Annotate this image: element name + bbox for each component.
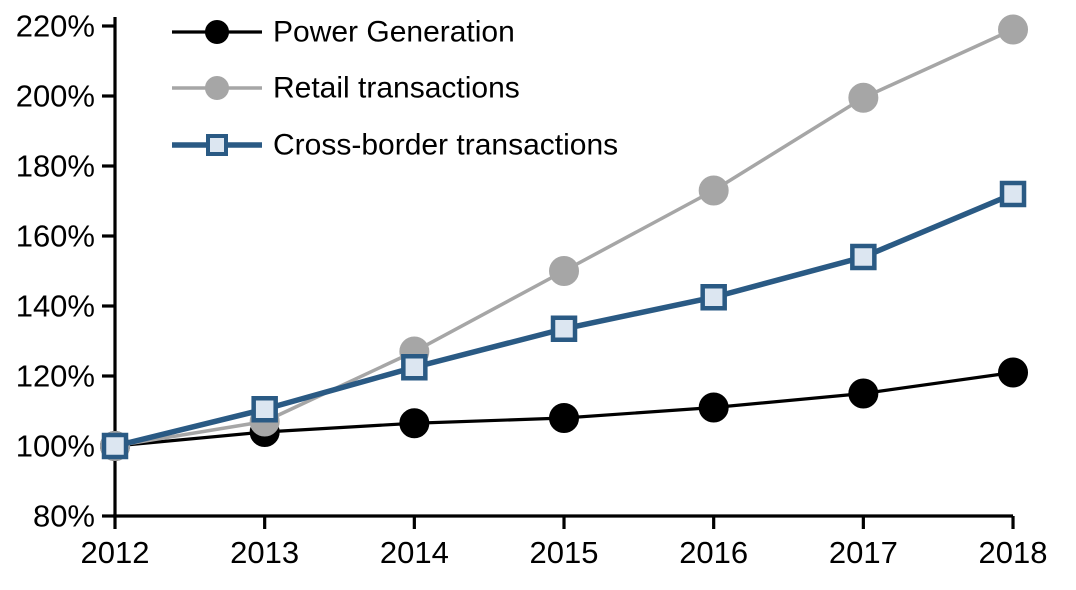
- series-line: [114, 27, 1014, 448]
- legend-item-power-generation: Power Generation: [172, 16, 515, 49]
- data-point: [399, 408, 430, 439]
- data-point: [549, 256, 580, 286]
- legend-circle-marker: [205, 20, 229, 44]
- x-tick-label: 2015: [530, 535, 599, 570]
- data-point: [698, 392, 729, 423]
- legend-item-label: Power Generation: [273, 16, 515, 49]
- legend: Power Generation Retail transactions Cro…: [172, 16, 618, 162]
- x-tick-label: 2012: [81, 535, 150, 570]
- y-tick-label: 180%: [16, 149, 95, 184]
- data-point: [550, 315, 578, 342]
- x-tick-label: 2018: [979, 535, 1048, 570]
- y-tick-label: 100%: [16, 429, 95, 464]
- y-tick-label: 220%: [16, 9, 95, 44]
- legend-item-retail-transactions: Retail transactions: [172, 72, 520, 105]
- data-point: [848, 82, 879, 113]
- data-point: [998, 14, 1029, 45]
- x-tick-label: 2014: [380, 535, 449, 570]
- data-point: [999, 180, 1027, 208]
- y-tick-label: 140%: [16, 289, 95, 324]
- x-tick-label: 2013: [230, 535, 299, 570]
- data-point: [251, 396, 278, 423]
- axes: 220% 200% 180% 160% 140% 120% 100% 80%2012 2013 2…: [16, 9, 1048, 571]
- series-layer: [100, 14, 1029, 461]
- y-tick-label: 80%: [33, 499, 95, 534]
- legend-square-marker: [206, 134, 228, 156]
- legend-item-cross-border-transactions: Cross-border transactions: [172, 129, 618, 162]
- x-tick-label: 2017: [829, 535, 898, 570]
- data-point: [998, 357, 1029, 388]
- data-point: [698, 175, 729, 206]
- data-point: [101, 432, 129, 460]
- data-point: [848, 378, 879, 409]
- y-tick-label: 200%: [16, 79, 95, 114]
- data-point: [850, 243, 877, 271]
- y-tick-label: 120%: [16, 359, 95, 394]
- legend-item-label: Cross-border transactions: [273, 129, 618, 162]
- legend-circle-marker: [205, 76, 229, 100]
- x-tick-label: 2016: [679, 535, 748, 570]
- data-point: [549, 403, 580, 433]
- y-tick-label: 160%: [16, 219, 95, 254]
- data-point: [401, 354, 428, 381]
- legend-item-label: Retail transactions: [273, 72, 520, 105]
- data-point: [700, 284, 727, 311]
